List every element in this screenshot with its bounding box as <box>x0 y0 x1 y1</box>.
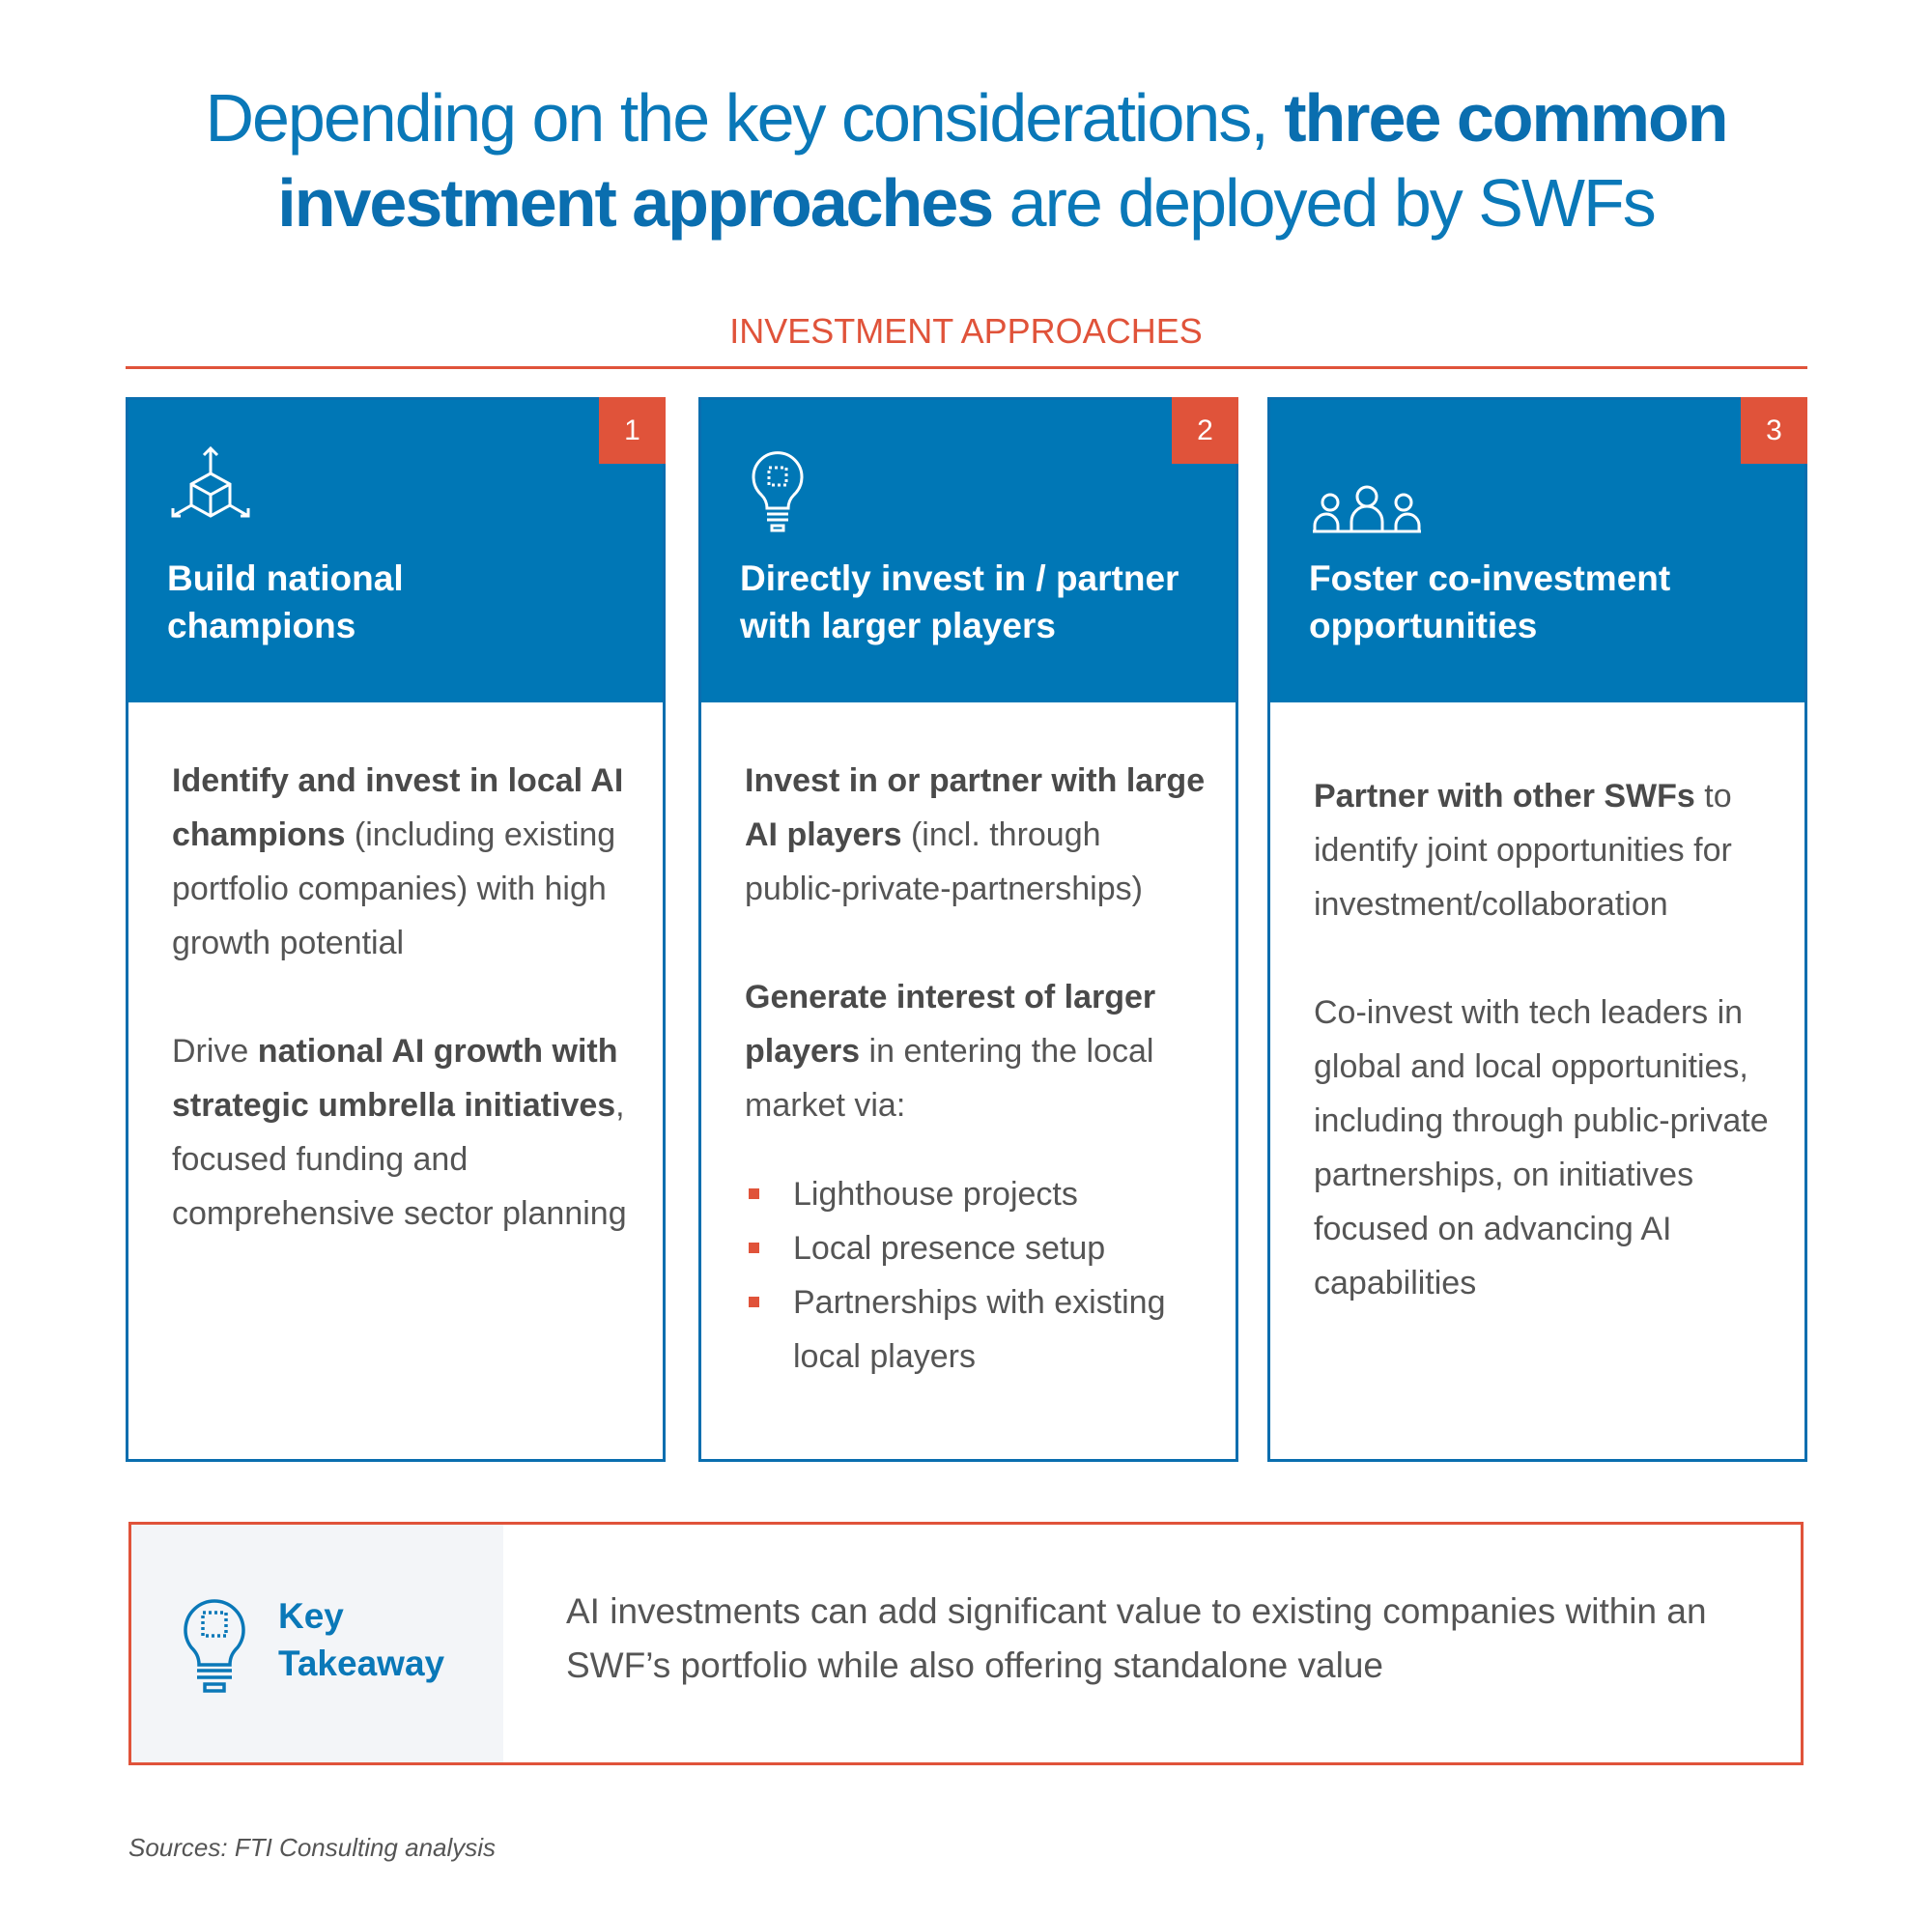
cube-arrows-icon <box>171 446 250 518</box>
list-item: Lighthouse projects <box>745 1167 1207 1221</box>
card-direct-invest: 2 Directly invest in / partner with larg… <box>698 397 1238 1462</box>
card-co-investment: 3 Foster co-investment opportunities Par… <box>1267 397 1807 1462</box>
card-header: 1 Build national champions <box>128 397 666 702</box>
people-group-icon <box>1313 485 1421 533</box>
card-header: 2 Directly invest in / partner with larg… <box>701 397 1238 702</box>
title-text: Depending on the key considerations, <box>205 80 1285 156</box>
card-body: Identify and invest in local AI champion… <box>172 754 634 1295</box>
key-takeaway-label-panel: Key Takeaway <box>131 1525 503 1762</box>
bold-text: national AI growth with strategic umbrel… <box>172 1033 618 1124</box>
bullet-list: Lighthouse projects Local presence setup… <box>745 1167 1207 1384</box>
number-badge: 1 <box>599 397 666 464</box>
list-item: Local presence setup <box>745 1221 1207 1275</box>
bold-text: Identify and invest in local AI champion… <box>172 762 624 853</box>
card-title: Foster co-investment opportunities <box>1309 558 1671 645</box>
text: to identify joint opportunities for inve… <box>1314 778 1732 923</box>
source-note: Sources: FTI Consulting analysis <box>128 1833 497 1862</box>
card-title: Directly invest in / partner with larger… <box>740 558 1179 645</box>
text: in entering the local market via: <box>745 1033 1154 1124</box>
card-body: Partner with other SWFs to identify join… <box>1314 769 1776 1364</box>
section-label: INVESTMENT APPROACHES <box>729 311 1203 351</box>
bold-text: Invest in or partner with large AI playe… <box>745 762 1206 853</box>
lightbulb-chip-icon <box>184 1599 245 1693</box>
text: , focused funding and comprehensive sect… <box>172 1087 627 1232</box>
text: (incl. through public-private-partnershi… <box>745 816 1143 907</box>
key-takeaway-text: AI investments can add significant value… <box>566 1591 1707 1685</box>
title-bold: three common <box>1284 80 1728 156</box>
key-takeaway-box: Key Takeaway AI investments can add sign… <box>128 1522 1804 1765</box>
card-body: Invest in or partner with large AI playe… <box>745 754 1207 1384</box>
text: Drive <box>172 1033 258 1070</box>
text: (including existing portfolio companies)… <box>172 816 616 961</box>
number-badge: 2 <box>1172 397 1238 464</box>
card-title: Build national champions <box>167 558 404 645</box>
bold-text: Generate interest of larger players <box>745 979 1156 1070</box>
card-build-national-champions: 1 Build national champions Identify and … <box>126 397 666 1462</box>
lightbulb-chip-icon <box>752 451 804 532</box>
title-bold: investment approaches <box>277 165 994 241</box>
card-header: 3 Foster co-investment opportunities <box>1270 397 1807 702</box>
title-text: are deployed by SWFs <box>992 165 1657 241</box>
text: Co-invest with tech leaders in global an… <box>1314 994 1769 1301</box>
divider <box>126 366 1807 369</box>
list-item: Partnerships with existing local players <box>745 1275 1207 1384</box>
page-title: Depending on the key considerations, thr… <box>0 75 1932 245</box>
bold-text: Partner with other SWFs <box>1314 778 1695 815</box>
number-badge: 3 <box>1741 397 1807 464</box>
key-takeaway-label: Key Takeaway <box>278 1596 445 1683</box>
